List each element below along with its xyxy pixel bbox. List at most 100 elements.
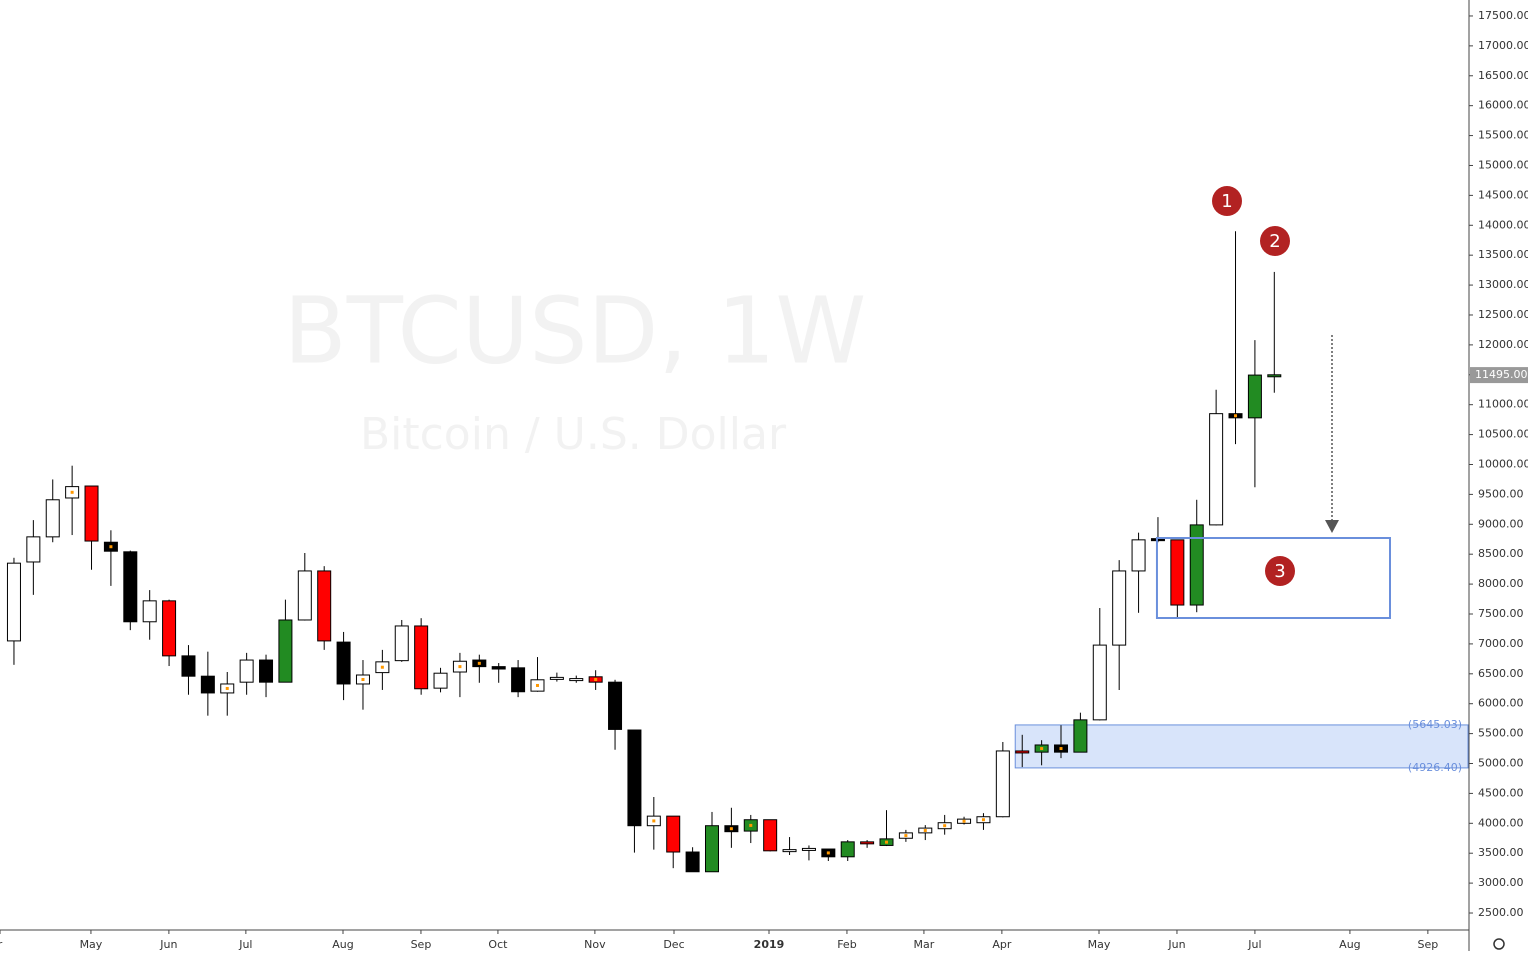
y-tick-label: 14500.00: [1478, 188, 1528, 201]
candle-body: [1112, 570, 1127, 646]
y-tick-label: 8000.00: [1478, 577, 1524, 590]
candle-body: [1247, 374, 1262, 419]
candle-body: [860, 841, 875, 845]
annotation-marker: [1265, 556, 1295, 586]
doji-dot: [361, 677, 365, 681]
candle-body: [259, 659, 274, 683]
y-tick-label: 13000.00: [1478, 278, 1528, 291]
candle-body: [1189, 524, 1204, 606]
candle-body: [704, 825, 719, 873]
y-tick-label: 15000.00: [1478, 158, 1528, 171]
x-tick-label: Oct: [488, 938, 508, 951]
candle-body: [278, 619, 293, 683]
y-tick-label: 11000.00: [1478, 398, 1528, 411]
candle-body: [840, 841, 855, 858]
candle-body: [608, 681, 623, 730]
doji-dot: [749, 823, 753, 827]
candle-body: [666, 815, 681, 853]
zone-bottom-label: (4926.40): [1408, 761, 1462, 774]
candle-body: [511, 667, 526, 693]
doji-dot: [477, 661, 481, 665]
x-tick-label: 2019: [754, 938, 785, 951]
y-tick-label: 12000.00: [1478, 338, 1528, 351]
candle-body: [685, 851, 700, 873]
annotation-label: 2: [1269, 231, 1280, 252]
annotation-label: 1: [1221, 191, 1232, 212]
watermark-title: BTCUSD, 1W: [284, 277, 867, 384]
doji-dot: [729, 827, 733, 831]
candle-body: [801, 847, 816, 851]
candle-body: [6, 562, 21, 642]
gear[interactable]: [1493, 938, 1505, 950]
doji-dot: [981, 818, 985, 822]
y-tick-label: 8500.00: [1478, 547, 1524, 560]
annotation-marker: [1260, 226, 1290, 256]
y-tick-label: 4500.00: [1478, 786, 1524, 799]
x-tick-label: Jul: [238, 938, 252, 951]
settings-icon[interactable]: [1493, 938, 1505, 950]
x-tick-label: Apr: [992, 938, 1012, 951]
candle-body: [433, 672, 448, 689]
last-price-box: [1470, 367, 1528, 384]
x-tick-label: Mar: [914, 938, 935, 951]
candle-body: [569, 678, 584, 682]
doji-dot: [904, 834, 908, 838]
y-tick-label: 5500.00: [1478, 727, 1524, 740]
candle-body: [1015, 750, 1030, 754]
candle-body: [1131, 539, 1146, 572]
doji-dot: [1234, 414, 1238, 418]
candle-body: [317, 570, 332, 642]
candle-body: [123, 551, 138, 623]
candle-body: [84, 485, 99, 542]
last-price-label: 11495.00: [1475, 368, 1528, 381]
y-tick-label: 3000.00: [1478, 876, 1524, 889]
doji-dot: [70, 490, 74, 494]
y-tick-label: 6000.00: [1478, 697, 1524, 710]
candle-body: [297, 570, 312, 621]
candle-body: [763, 819, 778, 852]
x-tick-label: Dec: [663, 938, 684, 951]
x-tick-label: Aug: [1339, 938, 1360, 951]
doji-dot: [594, 677, 598, 681]
y-tick-label: 13500.00: [1478, 248, 1528, 261]
candle-body: [549, 676, 564, 680]
doji-dot: [885, 840, 889, 844]
highlight-box: [1155, 537, 1392, 619]
candle-body: [181, 655, 196, 677]
doji-dot: [1040, 747, 1044, 751]
candle-body: [239, 659, 254, 683]
zone-top-label: (5645.03): [1408, 718, 1462, 731]
y-tick-label: 3500.00: [1478, 846, 1524, 859]
doji-dot: [652, 819, 656, 823]
doji-dot: [380, 665, 384, 669]
candle-body: [995, 750, 1010, 818]
candle-body: [394, 625, 409, 662]
y-tick-label: 12500.00: [1478, 308, 1528, 321]
y-tick-label: 9000.00: [1478, 517, 1524, 530]
candle-body: [162, 600, 177, 657]
x-tick-label: Sep: [411, 938, 432, 951]
x-tick-label: r: [0, 938, 3, 951]
y-tick-label: 17500.00: [1478, 9, 1528, 22]
doji-dot: [458, 665, 462, 669]
candle-body: [26, 536, 41, 563]
doji-dot: [826, 851, 830, 855]
candle-body: [336, 641, 351, 685]
candle-body: [142, 600, 157, 623]
x-tick-label: Jun: [1167, 938, 1185, 951]
y-tick-label: 10000.00: [1478, 457, 1528, 470]
candle-body: [414, 625, 429, 690]
candle-body: [1073, 719, 1088, 753]
y-tick-label: 6500.00: [1478, 667, 1524, 680]
x-tick-label: May: [80, 938, 103, 951]
y-tick-label: 5000.00: [1478, 757, 1524, 770]
candle-body: [627, 729, 642, 827]
y-tick-label: 9500.00: [1478, 487, 1524, 500]
candle-body: [1267, 374, 1282, 378]
y-tick-label: 10500.00: [1478, 428, 1528, 441]
x-tick-label: May: [1088, 938, 1111, 951]
doji-dot: [923, 828, 927, 832]
y-tick-label: 2500.00: [1478, 906, 1524, 919]
x-tick-label: Aug: [332, 938, 353, 951]
x-tick-label: Sep: [1417, 938, 1438, 951]
